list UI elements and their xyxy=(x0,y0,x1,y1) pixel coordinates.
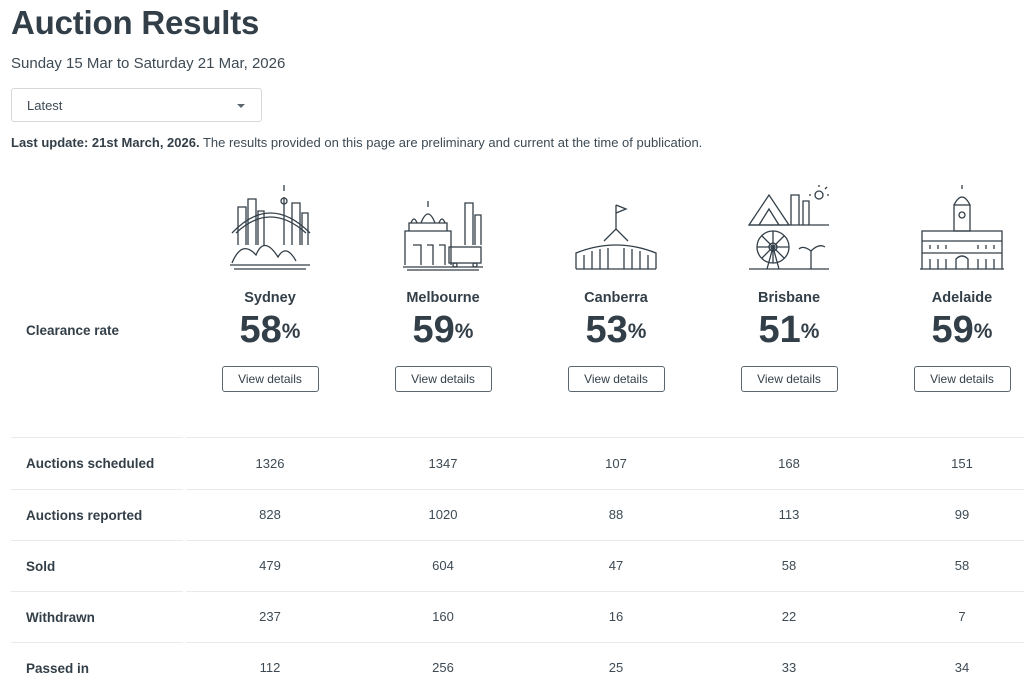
row-divider xyxy=(186,540,1024,541)
clearance-rate-value: 59% xyxy=(931,309,993,351)
table-cell: 1020 xyxy=(428,507,458,522)
canberra-parliament-icon xyxy=(575,204,657,270)
dropdown-value: Latest xyxy=(27,97,63,113)
clearance-rate-value: 59% xyxy=(412,309,474,351)
table-cell: 47 xyxy=(608,558,624,573)
city-name: Adelaide xyxy=(931,290,993,306)
view-details-button-canberra[interactable]: View details xyxy=(567,366,665,392)
date-range: Sunday 15 Mar to Saturday 21 Mar, 2026 xyxy=(11,55,286,72)
row-divider xyxy=(186,489,1024,490)
table-cell: 1326 xyxy=(255,456,285,471)
row-divider xyxy=(11,591,183,592)
table-cell: 7 xyxy=(958,609,966,624)
view-details-button-sydney[interactable]: View details xyxy=(221,366,319,392)
city-column-sydney: Sydney 58% View details xyxy=(195,185,345,392)
row-divider xyxy=(186,642,1024,643)
table-cell: 58 xyxy=(781,558,797,573)
week-select-dropdown[interactable]: Latest xyxy=(11,88,262,122)
table-cell: 99 xyxy=(954,507,970,522)
city-name: Brisbane xyxy=(757,290,821,306)
city-name: Canberra xyxy=(584,290,648,306)
adelaide-townhall-icon xyxy=(920,185,1004,270)
row-divider xyxy=(186,437,1024,438)
city-column-adelaide: Adelaide 59% View details xyxy=(887,185,1024,392)
view-details-button-adelaide[interactable]: View details xyxy=(913,366,1011,392)
table-cell: 160 xyxy=(432,609,454,624)
table-cell: 113 xyxy=(778,507,800,522)
page-title: Auction Results xyxy=(11,4,260,41)
city-column-brisbane: Brisbane 51% View details xyxy=(714,185,864,392)
melbourne-skyline-icon xyxy=(403,201,483,271)
view-details-button-melbourne[interactable]: View details xyxy=(394,366,492,392)
row-label-passed-in: Passed in xyxy=(26,661,90,676)
last-update-date: Last update: 21st March, 2026. xyxy=(11,135,200,150)
table-cell: 16 xyxy=(608,609,624,624)
table-cell: 107 xyxy=(605,456,627,471)
row-divider xyxy=(186,591,1024,592)
table-cell: 112 xyxy=(259,660,281,675)
last-update-disclaimer: The results provided on this page are pr… xyxy=(199,135,703,150)
table-cell: 22 xyxy=(781,609,797,624)
city-name: Sydney xyxy=(244,290,296,306)
table-cell: 1347 xyxy=(428,456,458,471)
row-label-sold: Sold xyxy=(26,559,56,574)
city-name: Melbourne xyxy=(406,290,480,306)
table-cell: 88 xyxy=(608,507,624,522)
brisbane-skyline-icon xyxy=(747,185,829,270)
table-cell: 33 xyxy=(781,660,797,675)
table-cell: 237 xyxy=(259,609,281,624)
table-cell: 168 xyxy=(778,456,800,471)
city-column-canberra: Canberra 53% View details xyxy=(541,185,691,392)
table-cell: 25 xyxy=(608,660,624,675)
table-cell: 828 xyxy=(259,507,281,522)
row-label-auctions-reported: Auctions reported xyxy=(26,508,143,523)
clearance-rate-value: 58% xyxy=(239,309,301,351)
row-label-auctions-scheduled: Auctions scheduled xyxy=(26,456,155,471)
chevron-down-icon xyxy=(237,104,245,108)
row-divider xyxy=(11,437,183,438)
table-cell: 479 xyxy=(259,558,281,573)
table-cell: 256 xyxy=(432,660,454,675)
sydney-skyline-icon xyxy=(230,185,311,270)
clearance-rate-value: 53% xyxy=(585,309,647,351)
table-cell: 604 xyxy=(432,558,454,573)
row-divider xyxy=(11,489,183,490)
row-divider xyxy=(11,642,183,643)
row-divider xyxy=(11,540,183,541)
clearance-rate-value: 51% xyxy=(758,309,820,351)
last-update-notice: Last update: 21st March, 2026. The resul… xyxy=(11,135,702,150)
table-cell: 58 xyxy=(954,558,970,573)
clearance-rate-label: Clearance rate xyxy=(26,323,120,338)
table-cell: 151 xyxy=(951,456,973,471)
row-label-withdrawn: Withdrawn xyxy=(26,610,95,625)
table-cell: 34 xyxy=(954,660,970,675)
city-column-melbourne: Melbourne 59% View details xyxy=(368,185,518,392)
view-details-button-brisbane[interactable]: View details xyxy=(740,366,838,392)
